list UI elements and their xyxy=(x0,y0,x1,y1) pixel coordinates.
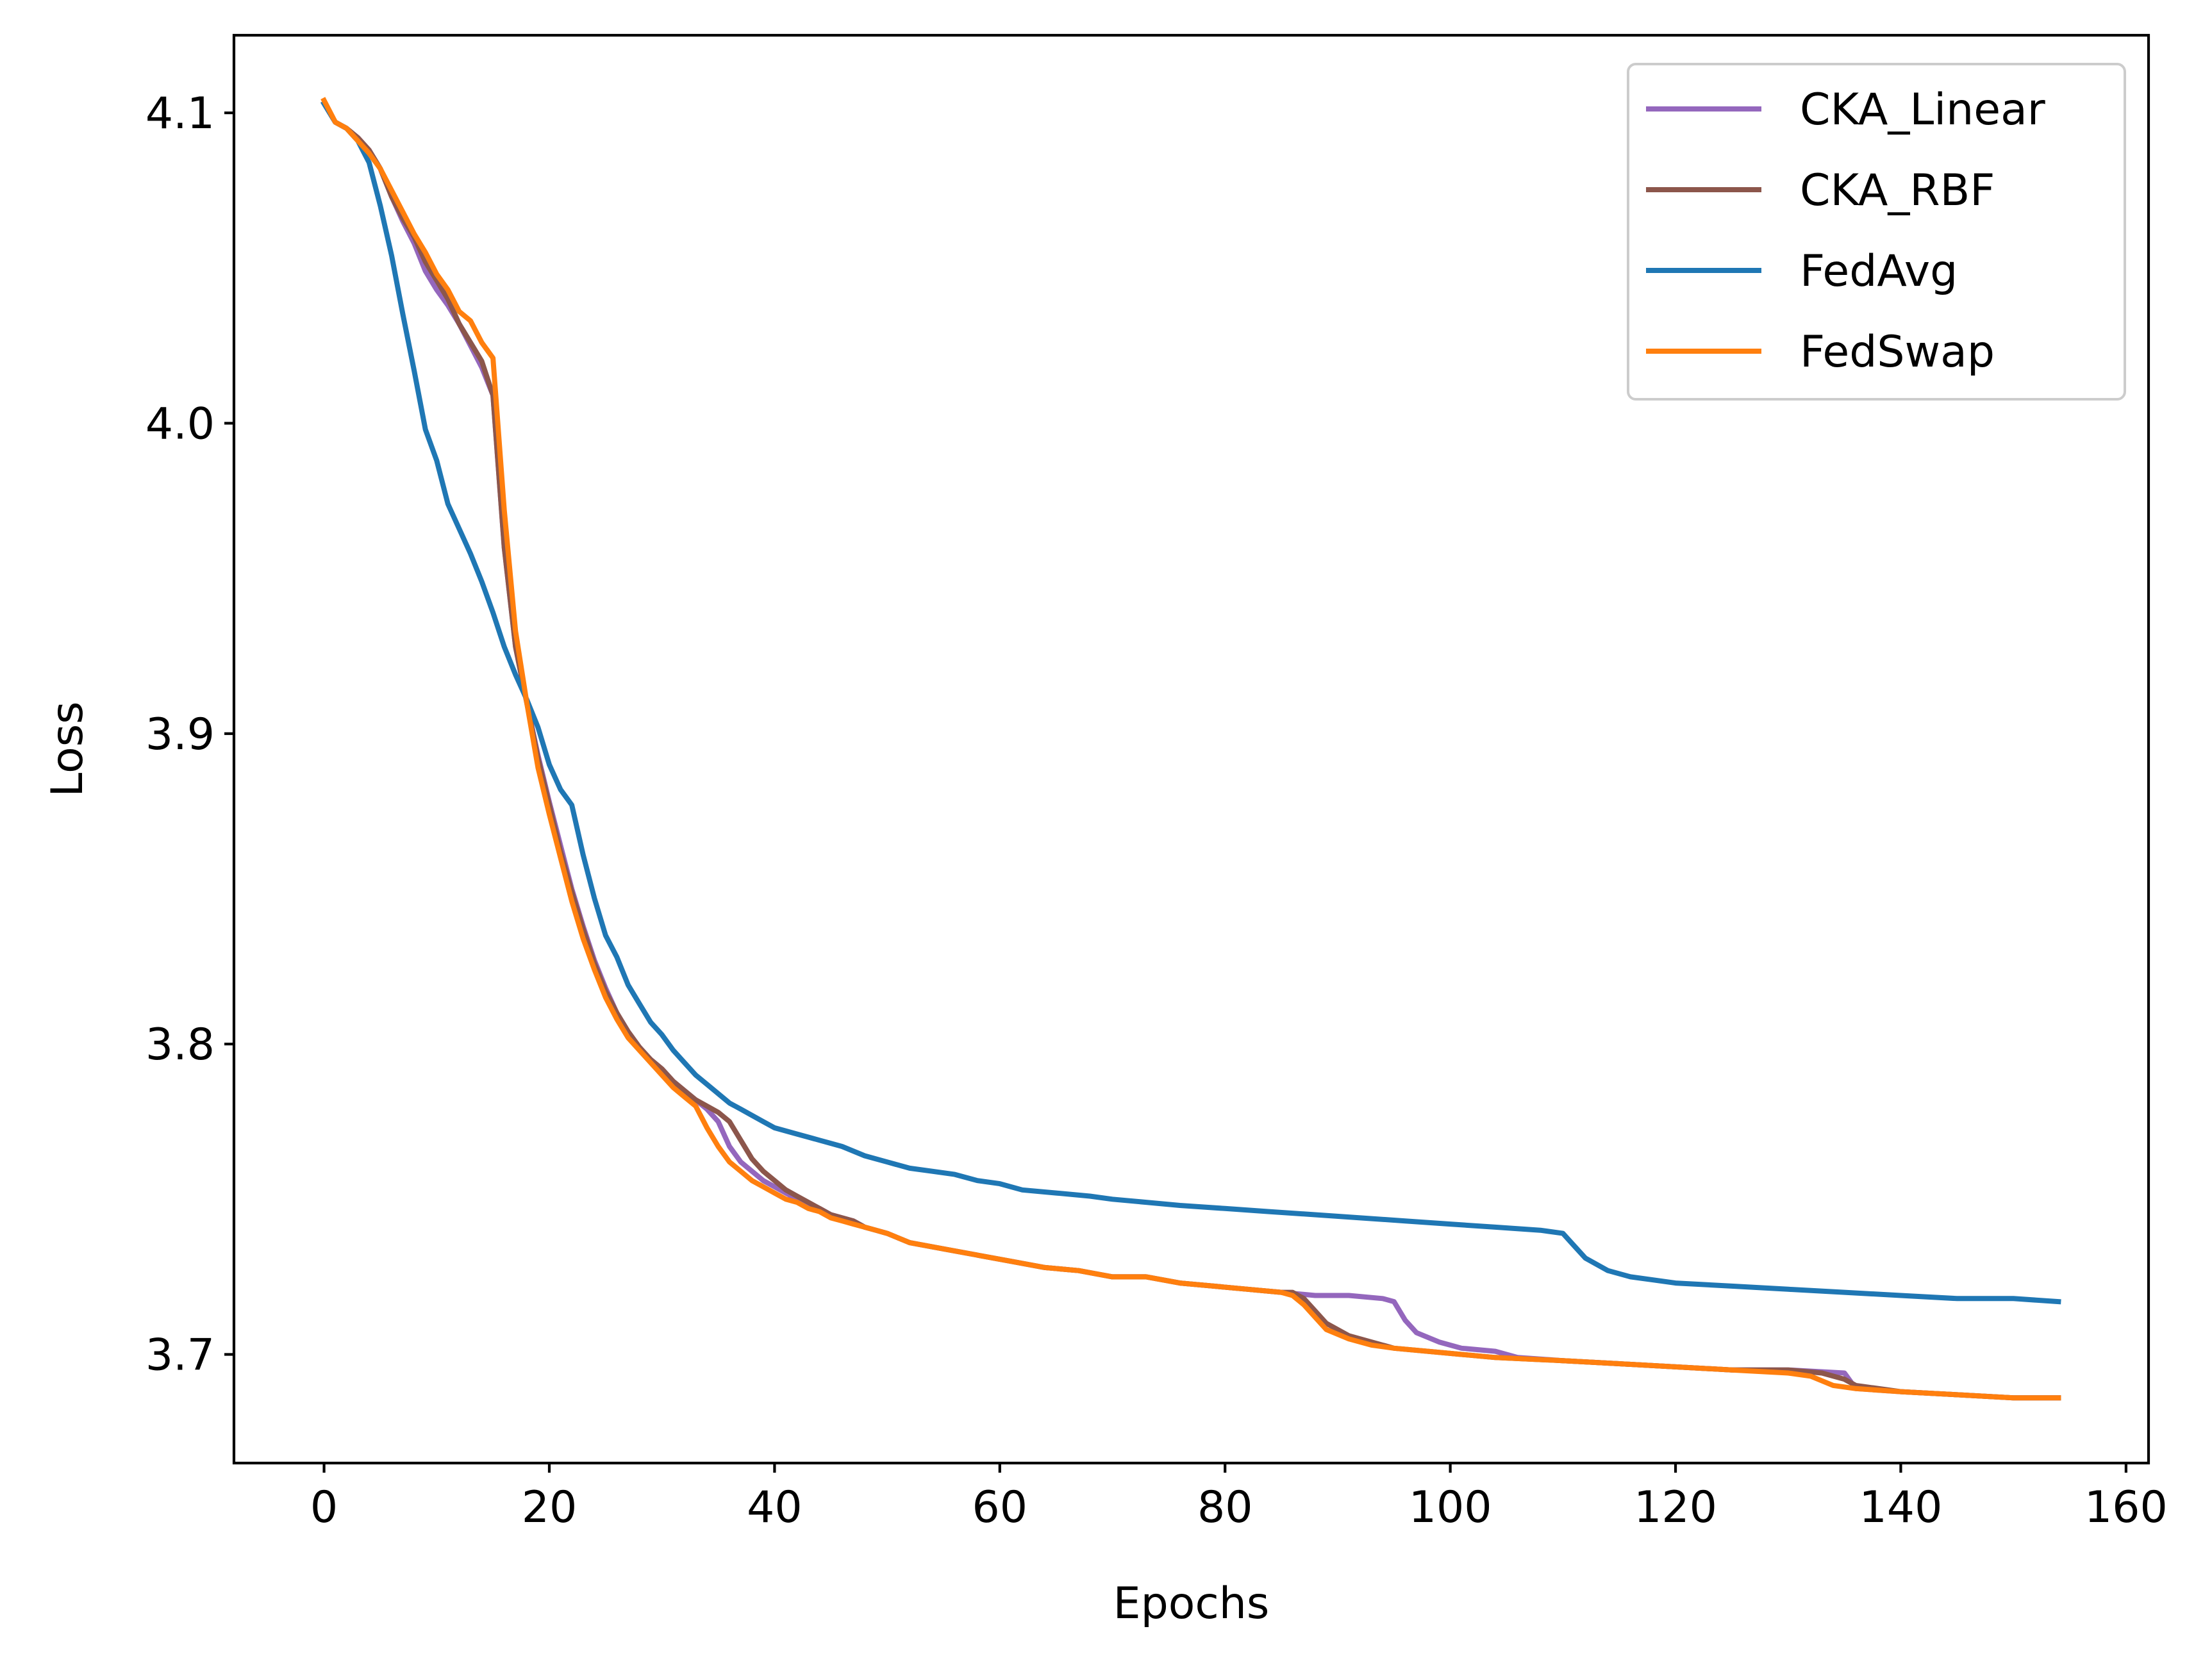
plot-frame xyxy=(232,33,2150,1465)
y-tick-label: 3.9 xyxy=(146,709,215,760)
series-line-cka-linear xyxy=(320,100,2061,1401)
y-tick-label: 4.1 xyxy=(146,88,215,139)
legend-box xyxy=(1627,63,2126,401)
legend: CKA_Linear CKA_RBF FedAvg FedSwap xyxy=(1627,63,2126,401)
x-tick-label: 0 xyxy=(310,1482,338,1533)
series-layer xyxy=(320,97,2061,1401)
series-line-fedavg xyxy=(320,100,2061,1305)
series-line-fedswap xyxy=(320,97,2061,1401)
legend-label: FedSwap xyxy=(1800,327,1995,377)
y-axis-label: Loss xyxy=(42,701,93,797)
x-tick-label: 60 xyxy=(972,1482,1028,1533)
x-tick-label: 120 xyxy=(1634,1482,1717,1533)
legend-label: FedAvg xyxy=(1800,246,1958,297)
axes-layer: 0 20 40 60 80 100 120 140 160 3.7 3.8 3.9 4.0 4.1 xyxy=(146,88,2168,1533)
legend-label: CKA_Linear xyxy=(1800,85,2045,135)
x-tick-label: 160 xyxy=(2084,1482,2168,1533)
y-tick-label: 3.7 xyxy=(146,1330,215,1380)
x-tick-label: 140 xyxy=(1859,1482,1943,1533)
y-tick-label: 3.8 xyxy=(146,1020,215,1070)
y-tick-label: 4.0 xyxy=(146,399,215,449)
x-tick-label: 20 xyxy=(522,1482,578,1533)
x-tick-label: 40 xyxy=(747,1482,802,1533)
x-tick-label: 80 xyxy=(1197,1482,1253,1533)
legend-label: CKA_RBF xyxy=(1800,165,1995,216)
x-axis-label: Epochs xyxy=(1113,1578,1270,1629)
x-tick-label: 100 xyxy=(1409,1482,1492,1533)
